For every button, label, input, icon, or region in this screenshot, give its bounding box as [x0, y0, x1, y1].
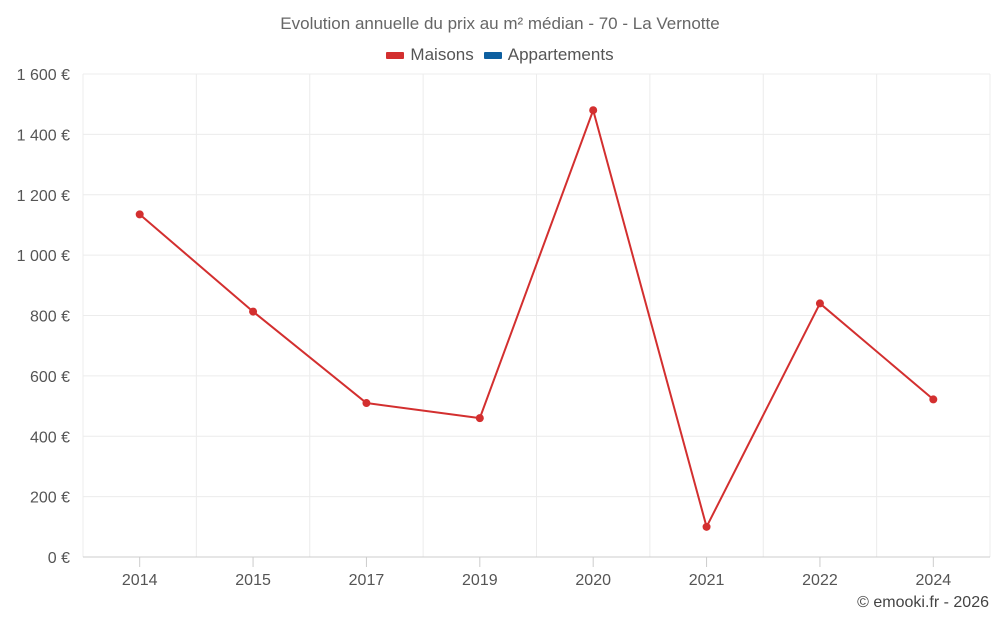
data-point [702, 522, 711, 531]
x-tick-label: 2020 [575, 572, 611, 589]
x-tick-label: 2017 [349, 572, 385, 589]
y-tick-label: 1 400 € [17, 127, 70, 144]
legend-item-maisons[interactable]: Maisons [386, 45, 474, 65]
data-point [135, 210, 144, 219]
y-tick-label: 800 € [30, 309, 70, 326]
x-tick-label: 2014 [122, 572, 158, 589]
y-tick-label: 600 € [30, 369, 70, 386]
legend: Maisons Appartements [0, 45, 1000, 65]
legend-swatch-appartements [483, 51, 502, 59]
legend-label-maisons: Maisons [410, 45, 474, 64]
legend-label-appartements: Appartements [507, 45, 614, 64]
x-tick-label: 2024 [916, 572, 952, 589]
data-point [929, 395, 938, 404]
data-point [475, 414, 484, 423]
x-tick-label: 2021 [689, 572, 725, 589]
data-point [589, 106, 598, 115]
y-tick-label: 1 000 € [17, 248, 70, 265]
chart-title: Evolution annuelle du prix au m² médian … [280, 14, 720, 33]
x-tick-label: 2015 [235, 572, 271, 589]
y-tick-label: 400 € [30, 429, 70, 446]
data-point [249, 307, 258, 316]
x-tick-label: 2019 [462, 572, 498, 589]
x-tick-label: 2022 [802, 572, 838, 589]
series-line-maisons [139, 109, 934, 528]
y-tick-label: 1 200 € [17, 188, 70, 205]
y-tick-label: 0 € [48, 550, 70, 567]
y-tick-label: 200 € [30, 490, 70, 507]
data-point [815, 299, 824, 308]
legend-item-appartements[interactable]: Appartements [483, 45, 614, 65]
credit-text: © emooki.fr - 2026 [857, 594, 989, 611]
y-tick-label: 1 600 € [17, 67, 70, 84]
data-point [362, 399, 371, 408]
legend-swatch-maisons [386, 51, 405, 59]
